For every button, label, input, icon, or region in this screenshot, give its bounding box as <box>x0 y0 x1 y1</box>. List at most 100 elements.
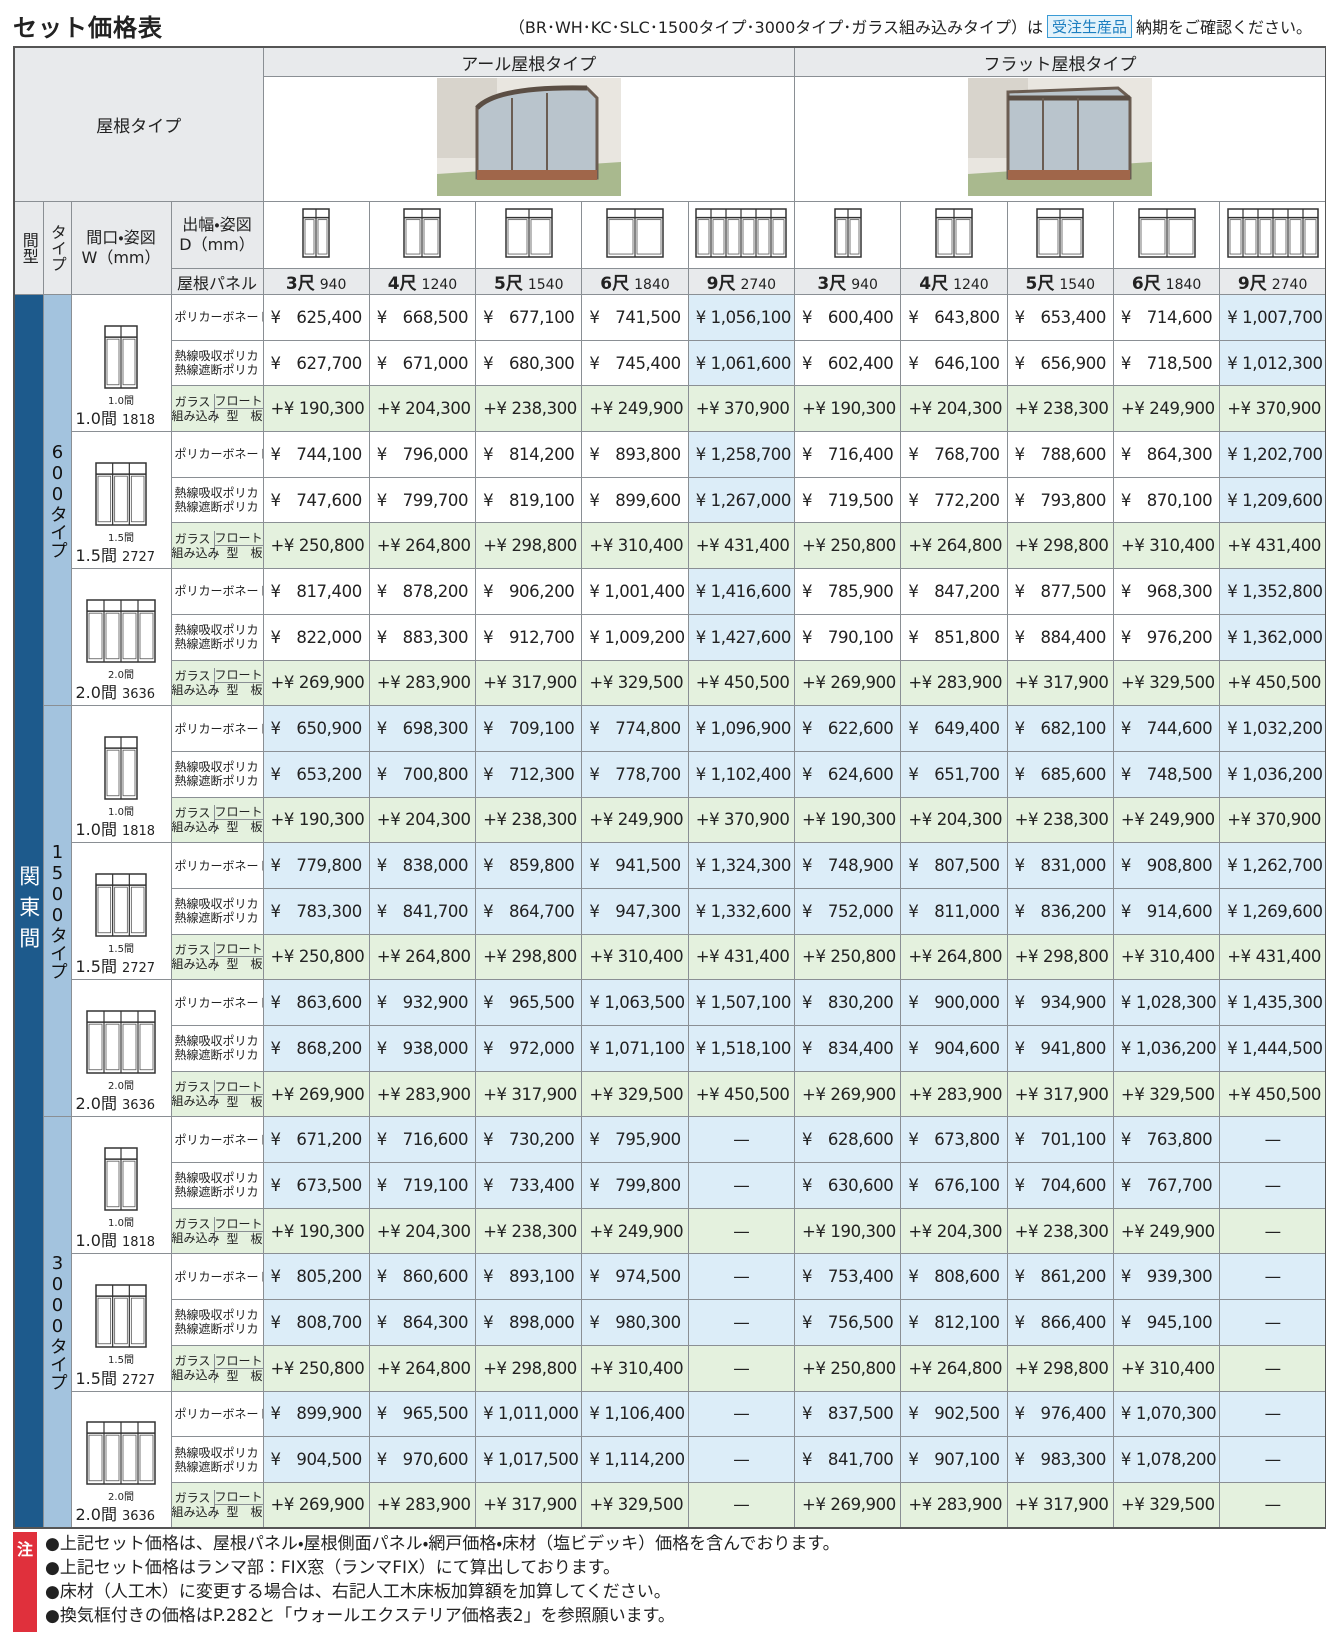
price-cell: ¥ 756,500 <box>794 1299 902 1346</box>
price-cell: ¥ 812,100 <box>900 1299 1008 1346</box>
price-cell: +¥ 190,300 <box>794 385 902 433</box>
price-cell: ¥ 1,078,200 <box>1112 1436 1221 1483</box>
price-cell: +¥ 317,900 <box>475 659 583 707</box>
price-cell: ¥ 851,800 <box>900 613 1008 661</box>
glass-label: ガラス組み込みフロート板型 板 <box>171 531 262 561</box>
row-label-line: 組み込み <box>171 1368 220 1383</box>
row-label: ガラス組み込みフロート板型 板 <box>170 1344 264 1392</box>
price-cell: ¥ 877,500 <box>1006 568 1114 615</box>
row-label-line: フロート板 <box>214 1354 262 1369</box>
width-label: 1.0間 1818 <box>76 816 156 840</box>
size-mm: 1840 <box>634 277 670 293</box>
width-figure: 2.0間 <box>72 1416 170 1503</box>
size-cell: 5尺 1540 <box>475 268 583 295</box>
col-header-line: W（mm） <box>81 248 161 267</box>
row-label: ポリカーボネート <box>170 294 264 341</box>
size-cell: 3尺 940 <box>794 268 902 295</box>
width-cell: 1.0間 1.0間 1818 <box>70 293 172 433</box>
price-cell: ¥ 808,600 <box>900 1253 1008 1301</box>
width-mm: 2727 <box>121 550 156 566</box>
price-cell: +¥ 329,500 <box>1112 1070 1221 1118</box>
header-row: 屋根パネル 3尺 940 4尺 1240 5尺 1540 6尺 1840 9尺 2740 3尺 940 4… <box>14 268 1326 295</box>
row-label-line: 熱線遮断ポリカ <box>174 1322 259 1337</box>
width-label: 2.0間 3636 <box>76 1090 156 1114</box>
width-mm: 1818 <box>121 1235 156 1251</box>
row-label: 熱線吸収ポリカ 熱線遮断ポリカ <box>170 1162 264 1209</box>
col-header-line: D（mm） <box>179 235 255 254</box>
price-cell: ¥ 630,600 <box>794 1162 902 1209</box>
price-cell: ¥ 1,106,400 <box>581 1390 689 1438</box>
price-cell: — <box>1219 1481 1326 1529</box>
width-fig-label: 2.0間 <box>108 669 134 681</box>
price-cell: ¥ 1,063,500 <box>581 979 689 1026</box>
price-cell: ¥ 841,700 <box>794 1436 902 1483</box>
price-cell: ¥ 972,000 <box>475 1025 583 1072</box>
price-cell: ¥ 938,000 <box>368 1025 477 1072</box>
price-cell: — <box>687 1207 796 1255</box>
glass-label-left: ガラス 組み込み <box>171 1353 220 1383</box>
price-cell: — <box>687 1162 796 1209</box>
price-cell: ¥ 1,427,600 <box>687 613 796 661</box>
price-row: 1.5間 1.5間 2727 ポリカーボネート ¥ 744,100 ¥ 796,000 ¥ … <box>14 431 1326 570</box>
price-cell: ¥ 1,209,600 <box>1219 476 1326 524</box>
row-label-line: 型 板 <box>226 820 263 835</box>
price-cell: +¥ 269,900 <box>794 1481 902 1529</box>
width-ken: 1.0間 <box>75 820 117 840</box>
price-row: 2.0間 2.0間 3636 ポリカーボネート ¥ 899,900 ¥ 965,500 ¥ … <box>14 1390 1326 1529</box>
price-cell: ¥ 1,102,400 <box>687 750 796 798</box>
price-row: 3000タイプ 1.0間 1.0間 1818 ポリカーボネート ¥ 671,200 ¥ 71… <box>14 1116 1326 1529</box>
price-row: 2.0間 2.0間 3636 ポリカーボネート ¥ 863,600 ¥ 932,900 ¥ … <box>14 979 1326 1118</box>
price-cell: +¥ 238,300 <box>475 796 583 844</box>
price-cell: +¥ 204,300 <box>368 385 477 433</box>
price-cell: ¥ 1,001,400 <box>581 568 689 615</box>
price-cell: ¥ 934,900 <box>1006 979 1114 1026</box>
price-cell: ¥ 817,400 <box>262 568 370 615</box>
width-cell: 1.5間 1.5間 2727 <box>70 842 172 981</box>
price-cell: ¥ 719,500 <box>794 476 902 524</box>
note-line: ●換気框付きの価格はP.282と「ウォールエクステリア価格表2」を参照願います。 <box>45 1606 675 1626</box>
width-ken: 2.0間 <box>75 683 117 703</box>
roof-type-label: 屋根タイプ <box>13 46 264 202</box>
row-label-line: 組み込み <box>171 545 220 560</box>
glass-label-right: フロート板型 板 <box>214 394 262 423</box>
row-label: ポリカーボネート <box>170 842 264 889</box>
note-mark: 注 <box>13 1532 37 1632</box>
price-cell: ¥ 837,500 <box>794 1390 902 1438</box>
note-text: 納期をご確認ください。 <box>1135 18 1312 37</box>
width-fig-label: 2.0間 <box>108 1491 134 1503</box>
price-row: 1.5間 1.5間 2727 ポリカーボネート ¥ 779,800 ¥ 838,000 ¥ … <box>14 842 1326 981</box>
row-label-line: 型 板 <box>226 1368 263 1383</box>
row-label: 熱線吸収ポリカ 熱線遮断ポリカ <box>170 613 264 661</box>
price-cell: ¥ 627,700 <box>262 339 370 387</box>
width-figure: 2.0間 <box>72 594 170 681</box>
row-label-line: ガラス <box>174 942 211 957</box>
width-label: 1.5間 2727 <box>76 542 156 566</box>
door-icon <box>95 873 147 937</box>
glass-label-right: フロート板型 板 <box>214 1354 263 1383</box>
price-cell: ¥ 1,202,700 <box>1219 431 1326 478</box>
glass-label: ガラス組み込みフロート板型 板 <box>171 1353 263 1383</box>
width-fig-label: 1.5間 <box>108 1354 134 1366</box>
price-cell: ¥ 622,600 <box>794 705 902 752</box>
size-cell: 4尺 1240 <box>900 268 1008 295</box>
row-label: ガラス組み込みフロート板型 板 <box>170 796 264 844</box>
price-cell: +¥ 190,300 <box>262 1207 370 1255</box>
row-label-line: 組み込み <box>171 956 220 971</box>
col-header: 間型 <box>13 201 44 295</box>
col-header: 出幅・姿図 D（mm） <box>170 201 264 269</box>
row-label: ガラス組み込みフロート板型 板 <box>170 1481 264 1529</box>
price-cell: +¥ 370,900 <box>687 385 796 433</box>
price-cell: ¥ 847,200 <box>900 568 1008 615</box>
glass-label: ガラス組み込みフロート板型 板 <box>171 805 263 835</box>
width-label: 1.0間 1818 <box>76 405 156 429</box>
glass-label: ガラス組み込みフロート板型 板 <box>172 668 262 698</box>
price-cell: +¥ 370,900 <box>1219 796 1326 844</box>
price-cell: — <box>1219 1162 1326 1209</box>
price-cell: — <box>687 1390 796 1438</box>
price-cell: ¥ 651,700 <box>900 750 1008 798</box>
door-icon <box>104 324 138 389</box>
price-cell: ¥ 709,100 <box>475 705 583 752</box>
row-label-line: 組み込み <box>171 819 220 834</box>
size-mm: 940 <box>851 277 878 293</box>
price-cell: ¥ 866,400 <box>1006 1299 1114 1346</box>
